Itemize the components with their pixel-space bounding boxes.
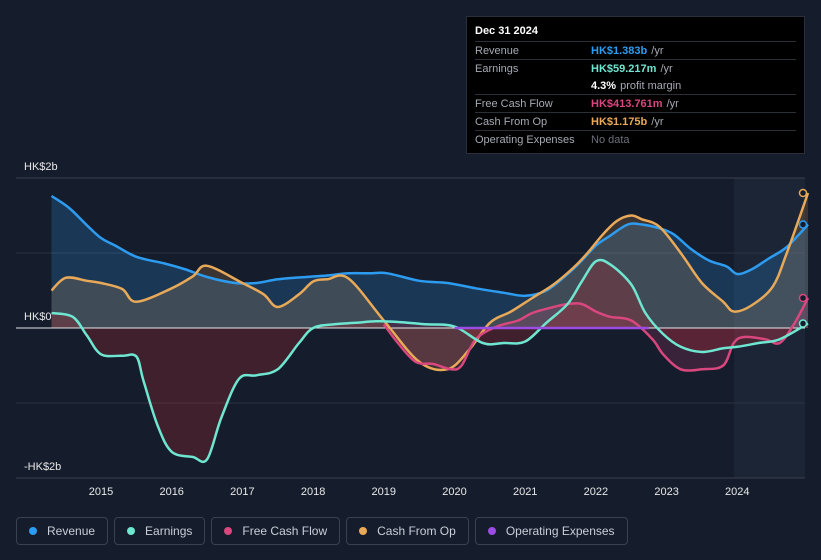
legend-label: Free Cash Flow	[242, 524, 328, 538]
tooltip-row-earnings: Earnings HK$59.217m /yr	[475, 59, 796, 77]
cash-from-op-endpoint	[798, 188, 808, 198]
tooltip-label: Earnings	[475, 62, 519, 75]
y-tick-label-bottom: -HK$2b	[24, 461, 61, 473]
gridlines	[16, 252, 805, 404]
tooltip-unit: /yr	[651, 115, 664, 128]
tooltip-label: Cash From Op	[475, 115, 548, 128]
y-tick-label-zero: HK$0	[24, 311, 52, 323]
series-endpoints	[798, 188, 808, 328]
tooltip-value: HK$1.383b	[591, 44, 648, 57]
series-lines	[50, 192, 810, 464]
x-tick-label: 2021	[513, 486, 537, 498]
legend-dot-icon	[127, 527, 136, 535]
free-cash-flow-line	[382, 297, 810, 372]
tooltip-value: 4.3%	[591, 79, 617, 92]
tooltip-value: No data	[591, 133, 630, 146]
tooltip-date: Dec 31 2024	[475, 25, 538, 37]
x-tick-label: 2018	[301, 486, 325, 498]
tooltip-row-cash-from-op: Cash From Op HK$1.175b /yr	[475, 112, 796, 130]
revenue-area	[51, 196, 808, 328]
tooltip-row-free-cash-flow: Free Cash Flow HK$413.761m /yr	[475, 94, 796, 112]
series-areas	[51, 193, 808, 462]
legend-dot-icon	[224, 527, 233, 535]
x-tick-label: 2016	[159, 486, 183, 498]
legend-label: Earnings	[145, 524, 193, 538]
tooltip-unit: /yr	[651, 44, 664, 57]
tooltip-value: HK$1.175b	[591, 115, 648, 128]
x-tick-label: 2017	[230, 486, 254, 498]
tooltip-label: Operating Expenses	[475, 133, 575, 146]
y-tick-label-top: HK$2b	[24, 161, 58, 173]
x-tick-label: 2020	[442, 486, 466, 498]
x-tick-label: 2019	[372, 486, 396, 498]
tooltip-row-operating-expenses: Operating Expenses No data	[475, 130, 796, 148]
x-tick-label: 2023	[654, 486, 678, 498]
legend-free-cash-flow-button[interactable]: Free Cash Flow	[211, 517, 341, 545]
x-tick-label: 2024	[725, 486, 749, 498]
legend: Revenue Earnings Free Cash Flow Cash Fro…	[16, 517, 628, 545]
legend-revenue-button[interactable]: Revenue	[16, 517, 109, 545]
x-tick-label: 2015	[89, 486, 113, 498]
tooltip-row-revenue: Revenue HK$1.383b /yr	[475, 41, 796, 59]
tooltip-row-profit-margin: 4.3% profit margin	[475, 77, 796, 94]
tooltip-unit: /yr	[666, 97, 679, 110]
data-tooltip: Dec 31 2024 Revenue HK$1.383b /yr Earnin…	[466, 16, 805, 154]
earnings-endpoint	[798, 319, 808, 328]
x-tick-label: 2022	[584, 486, 608, 498]
legend-dot-icon	[29, 527, 37, 535]
earnings-line	[51, 258, 809, 464]
legend-label: Cash From Op	[377, 524, 456, 538]
financials-chart: 2015 2016 2017 2018 2019 2020 2021 2022 2023 2024…	[16, 161, 810, 498]
legend-operating-expenses-button[interactable]: Operating Expenses	[474, 517, 628, 545]
tooltip-value: HK$59.217m	[591, 62, 657, 75]
legend-label: Revenue	[47, 524, 96, 538]
tooltip-unit: /yr	[660, 62, 673, 75]
legend-earnings-button[interactable]: Earnings	[114, 517, 206, 545]
legend-label: Operating Expenses	[505, 524, 615, 538]
free-cash-flow-endpoint	[798, 293, 808, 303]
cash-from-op-area	[51, 193, 808, 371]
x-axis-ticks: 2015 2016 2017 2018 2019 2020 2021 2022 2023 2024	[89, 486, 750, 498]
tooltip-label: Revenue	[475, 44, 520, 57]
legend-dot-icon	[487, 527, 496, 535]
revenue-line	[50, 194, 809, 298]
legend-cash-from-op-button[interactable]: Cash From Op	[346, 517, 469, 545]
tooltip-label: Free Cash Flow	[475, 97, 553, 110]
revenue-endpoint	[798, 220, 808, 229]
legend-dot-icon	[359, 527, 368, 535]
earnings-area	[51, 259, 808, 462]
tooltip-value: HK$413.761m	[591, 97, 663, 110]
tooltip-unit: profit margin	[620, 79, 682, 92]
